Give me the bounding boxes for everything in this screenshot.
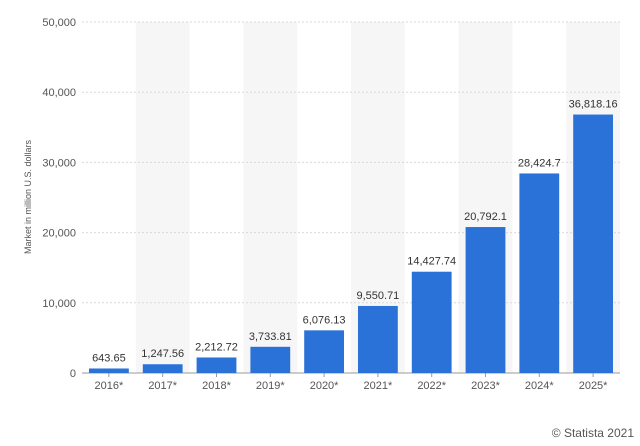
- data-label: 3,733.81: [249, 331, 292, 343]
- data-label: 643.65: [92, 352, 126, 364]
- data-labels: 643.65 1,247.56 2,212.72 3,733.81 6,076.13 9,…: [92, 99, 617, 365]
- data-label: 2,212.72: [195, 341, 238, 353]
- data-label: 36,818.16: [569, 99, 618, 111]
- y-axis-label: Market in million U.S. dollars: [23, 139, 33, 254]
- gridlines: [82, 21, 620, 374]
- column-band: [243, 22, 298, 373]
- bar: [304, 330, 345, 373]
- bar: [250, 346, 291, 373]
- y-tick-label: 30,000: [42, 157, 76, 169]
- x-tick-label: 2022*: [417, 380, 446, 392]
- bar: [519, 173, 560, 373]
- y-tick-label: 0: [70, 368, 76, 380]
- y-tick-label: 50,000: [42, 17, 76, 29]
- source-credit: © Statista 2021: [551, 426, 634, 440]
- y-tick-label: 10,000: [42, 298, 76, 310]
- y-tick-label: 40,000: [42, 87, 76, 99]
- bar: [142, 364, 183, 373]
- bar: [357, 305, 398, 373]
- data-label: 1,247.56: [141, 348, 184, 360]
- x-axis-ticks: 2016* 2017* 2018* 2019* 2020* 2021* 2022* 2023*…: [95, 373, 608, 392]
- bar: [411, 271, 452, 373]
- x-tick-label: 2018*: [202, 380, 231, 392]
- bar: [88, 368, 129, 373]
- bar: [196, 357, 237, 373]
- bars: [88, 114, 614, 374]
- x-tick-label: 2025*: [579, 380, 608, 392]
- x-tick-label: 2016*: [95, 380, 124, 392]
- y-tick-label: 20,000: [42, 228, 76, 240]
- x-tick-label: 2017*: [148, 380, 177, 392]
- column-band: [135, 22, 190, 373]
- data-label: 20,792.1: [464, 211, 507, 223]
- x-tick-label: 2023*: [471, 380, 500, 392]
- bar: [465, 227, 506, 373]
- data-label: 14,427.74: [407, 256, 456, 268]
- bar: [573, 114, 614, 374]
- y-axis-ticks: 0 10,000 20,000 30,000 40,000 50,000: [42, 17, 76, 380]
- data-label: 6,076.13: [303, 314, 346, 326]
- x-tick-label: 2021*: [364, 380, 393, 392]
- x-tick-label: 2020*: [310, 380, 339, 392]
- x-tick-label: 2019*: [256, 380, 285, 392]
- data-label: 9,550.71: [356, 290, 399, 302]
- data-label: 28,424.7: [518, 157, 561, 169]
- x-tick-label: 2024*: [525, 380, 554, 392]
